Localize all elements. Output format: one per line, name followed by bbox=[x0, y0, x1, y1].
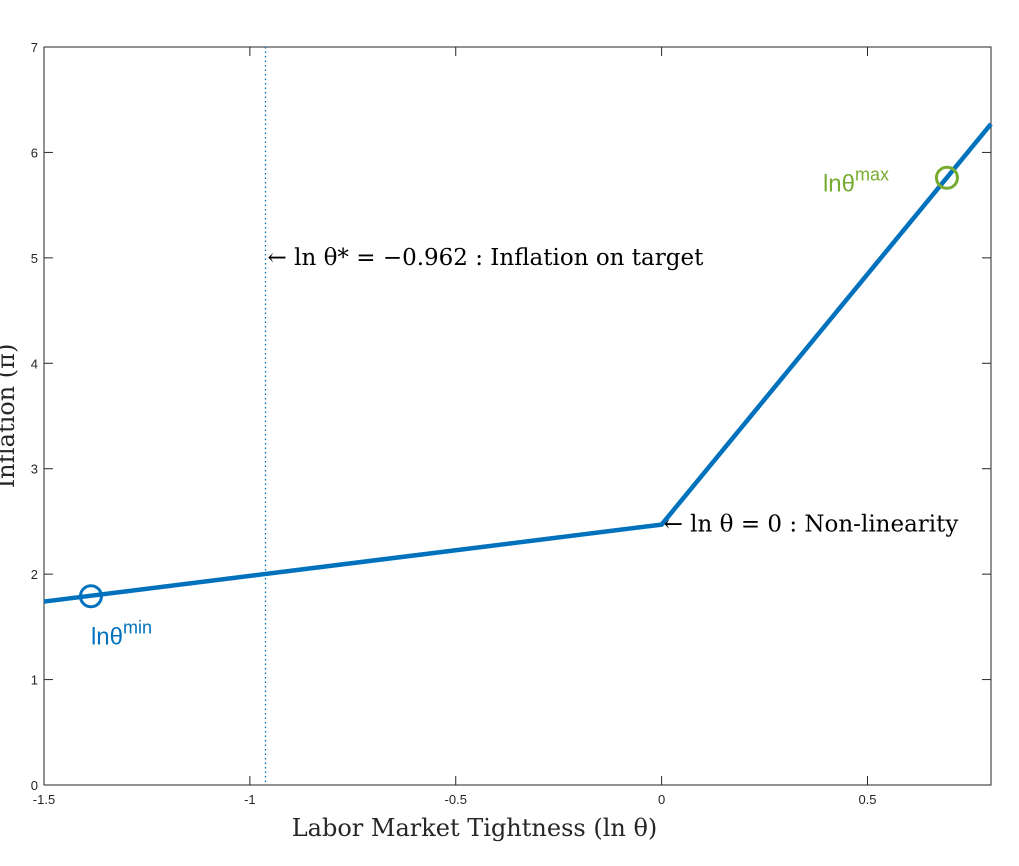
x-tick-label: -1.5 bbox=[33, 792, 55, 807]
axes-box bbox=[43, 46, 992, 786]
inflation-curve bbox=[43, 122, 993, 604]
x-tick-label: 0 bbox=[658, 792, 665, 807]
y-tick-label: 7 bbox=[31, 40, 38, 55]
min-marker-label: lnθmin bbox=[91, 617, 152, 650]
x-tick-label: 0.5 bbox=[858, 792, 876, 807]
x-tick-label: -0.5 bbox=[445, 792, 467, 807]
y-tick-label: 6 bbox=[31, 145, 38, 160]
y-tick-label: 0 bbox=[31, 778, 38, 793]
target-annotation: ← ln θ* = −0.962 : Inflation on target bbox=[268, 245, 705, 271]
nonlinearity-annotation: ← ln θ = 0 : Non-linearity bbox=[664, 512, 959, 538]
y-axis-title: Inflation (π) bbox=[0, 344, 20, 489]
marker-label-sup: min bbox=[123, 617, 152, 637]
y-tick-label: 3 bbox=[31, 462, 38, 477]
y-tick-label: 4 bbox=[31, 356, 38, 371]
x-tick-label: -1 bbox=[244, 792, 256, 807]
max-marker-label: lnθmax bbox=[823, 165, 889, 198]
x-axis-title: Labor Market Tightness (ln θ) bbox=[292, 814, 658, 842]
y-tick-label: 1 bbox=[31, 673, 38, 688]
marker-label-sup: max bbox=[855, 165, 889, 185]
min-marker bbox=[78, 584, 103, 609]
plot-area: -1.5 -1 -0.5 0 0.5 0 1 2 3 4 5 6 7 Labor Market Tight… bbox=[0, 40, 993, 842]
y-tick-label: 2 bbox=[31, 567, 38, 582]
marker-label-base: lnθ bbox=[91, 623, 123, 650]
y-tick-label: 5 bbox=[31, 251, 38, 266]
marker-label-base: lnθ bbox=[823, 171, 855, 198]
max-marker bbox=[934, 165, 959, 190]
